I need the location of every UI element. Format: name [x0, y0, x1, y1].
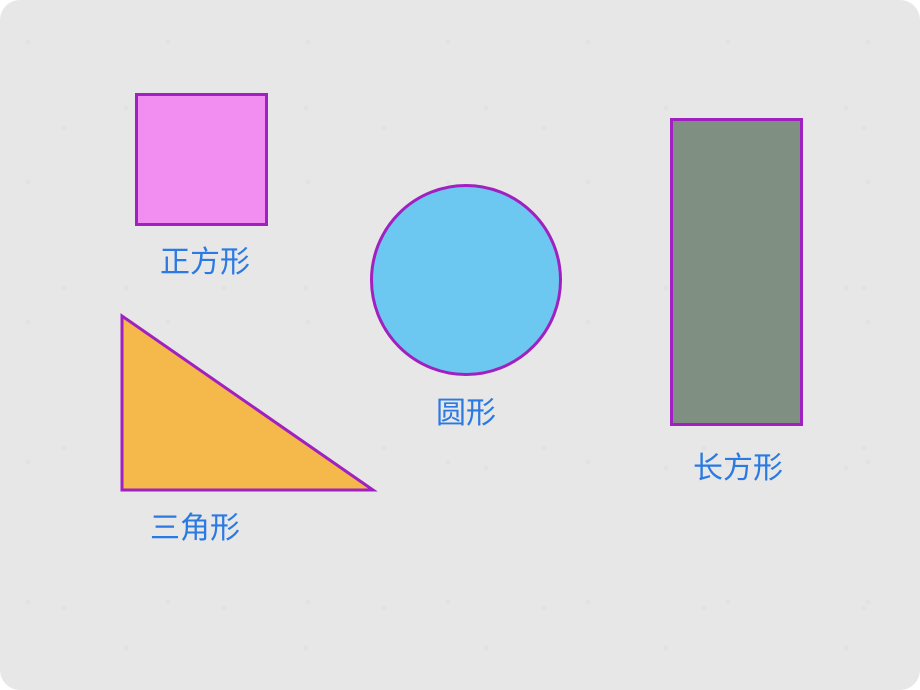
circle-shape — [370, 184, 562, 376]
rectangle-shape — [670, 118, 803, 426]
rectangle-label: 长方形 — [693, 443, 783, 487]
diagram-canvas: 正方形 圆形 长方形 三角形 — [0, 0, 920, 690]
circle-label: 圆形 — [436, 388, 496, 432]
square-label: 正方形 — [160, 237, 250, 281]
triangle-label: 三角形 — [150, 503, 240, 547]
triangle-shape — [118, 312, 377, 494]
square-shape — [135, 93, 268, 226]
